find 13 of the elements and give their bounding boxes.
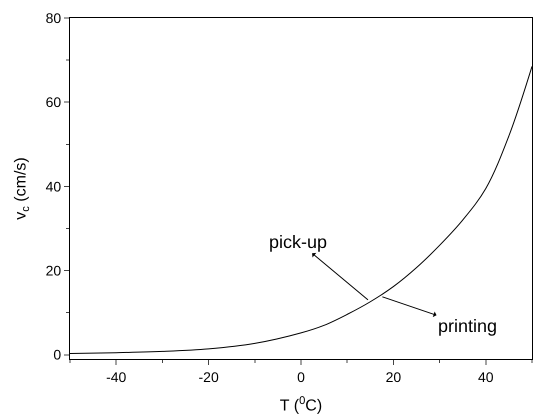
y-tick-label: 80	[46, 10, 62, 26]
y-tick-label: 20	[46, 262, 62, 278]
y-tick-label: 0	[53, 346, 62, 363]
x-axis-title: T ($^{0}$C)	[280, 394, 322, 414]
annotation: printing	[438, 316, 498, 336]
x-tick-label: 40	[478, 368, 494, 385]
y-tick-label: 40	[46, 178, 62, 194]
y-tick-label: 60	[46, 94, 62, 110]
x-tick-label: -20	[198, 368, 219, 385]
x-tick-label: -40	[106, 368, 127, 385]
annotation: pick-up	[269, 232, 328, 252]
x-tick-label: 20	[386, 368, 402, 385]
x-tick-label: 0	[297, 368, 306, 385]
